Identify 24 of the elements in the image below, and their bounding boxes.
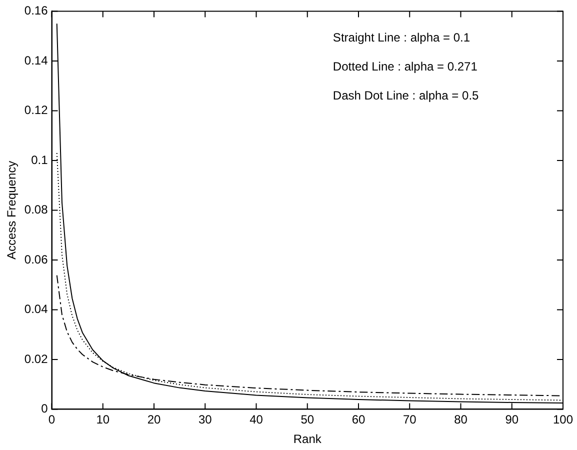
x-tick-label: 40	[250, 412, 264, 427]
x-tick-label: 10	[96, 412, 110, 427]
y-tick-label: 0	[41, 402, 48, 416]
x-axis-title: Rank	[293, 432, 322, 446]
y-tick-label: 0.06	[24, 252, 48, 266]
x-tick-label: 20	[147, 412, 161, 427]
x-tick-label: 50	[300, 412, 314, 427]
annotation: Dotted Line : alpha = 0.271	[332, 60, 478, 74]
y-tick-label: 0.14	[24, 53, 48, 68]
y-tick-label: 0.1	[31, 152, 48, 167]
x-tick-label: 80	[454, 412, 468, 427]
x-tick-label: 70	[402, 412, 417, 427]
x-tick-label: 60	[352, 412, 366, 427]
y-tick-label: 0.16	[24, 4, 48, 18]
x-tick-label: 30	[198, 412, 212, 427]
y-tick-label: 0.08	[24, 202, 48, 217]
annotation: Straight Line : alpha = 0.1	[332, 30, 470, 45]
y-tick-label: 0.12	[24, 103, 48, 118]
annotation: Dash Dot Line : alpha = 0.5	[332, 88, 480, 103]
y-axis-title: Access Frequency	[4, 160, 19, 260]
y-tick-label: 0.02	[24, 352, 48, 366]
y-tick-label: 0.04	[24, 302, 48, 316]
x-tick-label: 100	[552, 412, 574, 427]
x-tick-label: 90	[505, 412, 519, 427]
